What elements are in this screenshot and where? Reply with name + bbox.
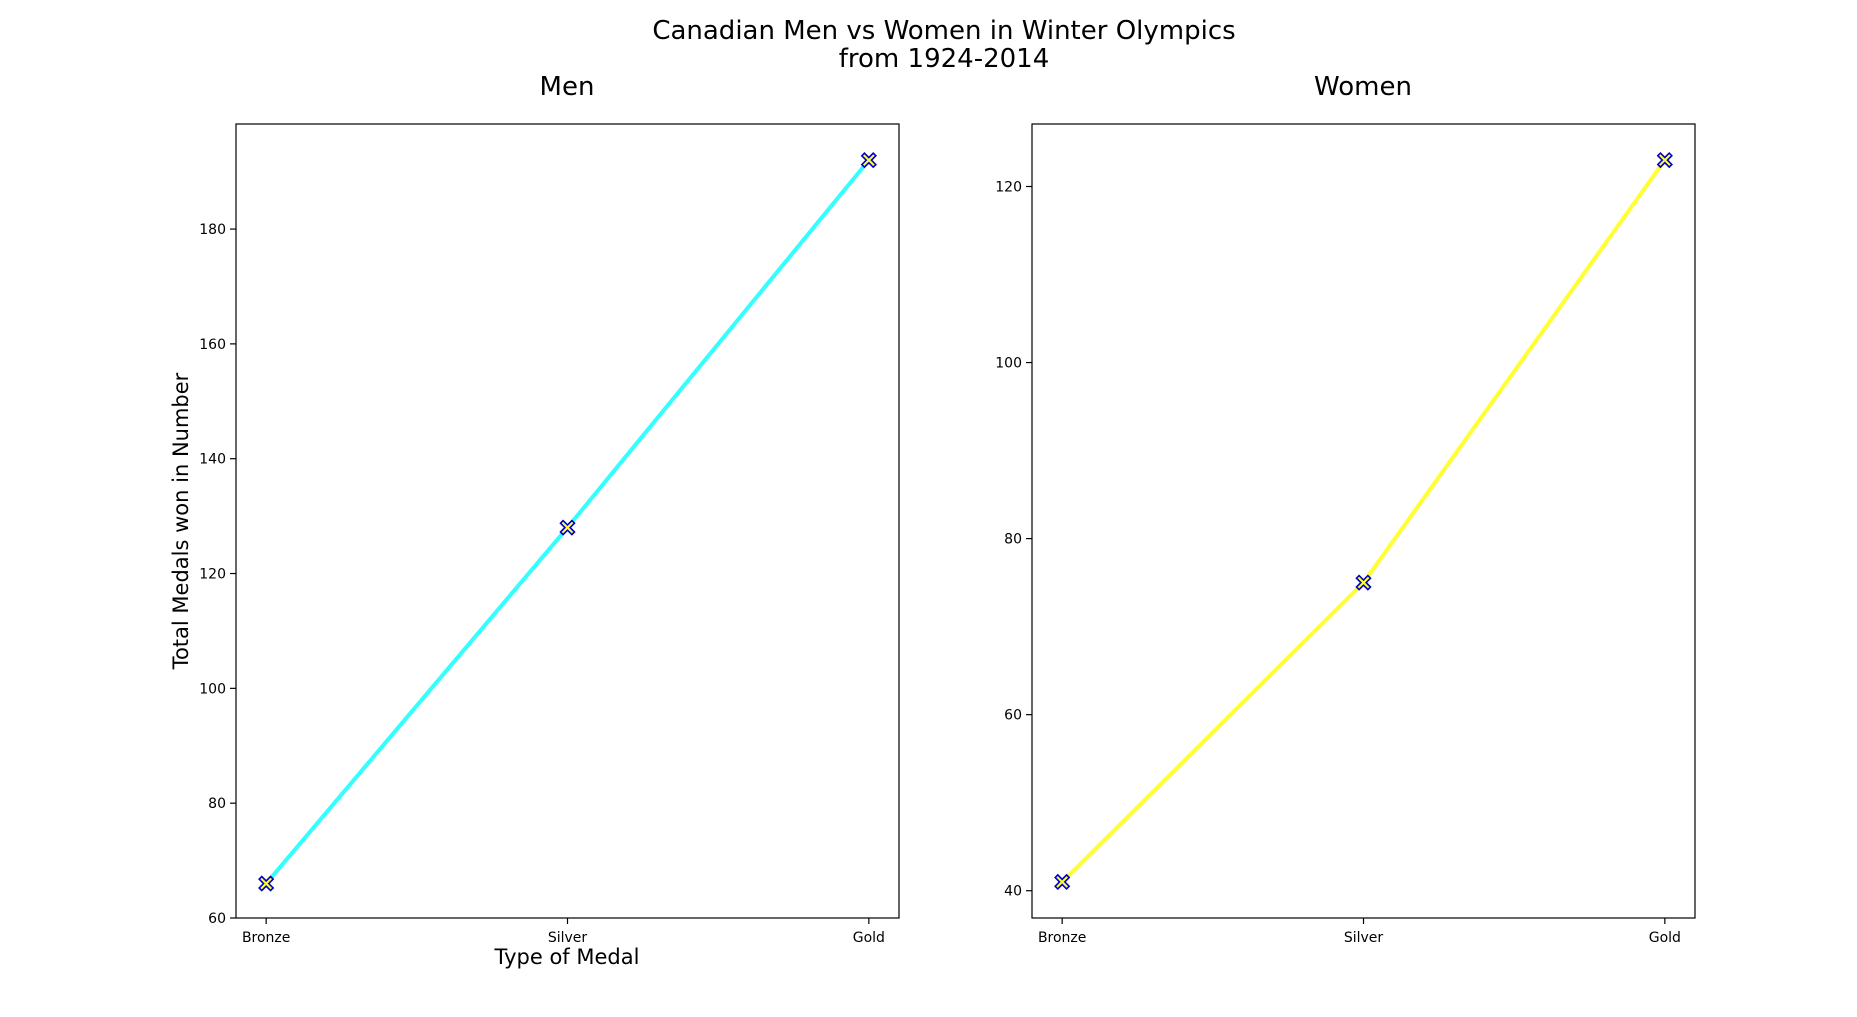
men-y-tick-label: 80 [208,796,226,812]
figure-title-line1: Canadian Men vs Women in Winter Olympics [652,16,1235,46]
women-chart-frame [1031,123,1696,919]
men-x-tick-label: Silver [548,930,588,946]
women-chart-ticks: Bronze Silver Gold 40 60 80 100 120 [995,179,1681,946]
men-y-tick-label: 120 [199,567,226,583]
women-y-tick-label: 60 [1004,708,1022,724]
men-y-tick-label: 160 [199,337,226,353]
men-chart-series [258,152,877,892]
women-chart: Women Bronze Silver Gold 40 60 80 100 120 [995,72,1696,946]
women-chart-series [1054,151,1673,891]
women-data-point [1355,574,1372,591]
men-chart: Men Bronze Silver Gold6080100120140160180 … [169,72,900,969]
men-x-tick-label: Bronze [242,930,290,946]
figure-title-line2: from 1924-2014 [839,44,1050,74]
men-data-point [559,519,576,536]
men-x-tick-label: Gold [853,930,885,946]
men-y-tick-label: 140 [199,452,226,468]
men-chart-title: Men [540,72,595,102]
women-data-point [1054,873,1071,891]
men-chart-x-label: Type of Medal [494,945,640,969]
men-data-point [258,875,275,892]
women-x-tick-label: Gold [1649,930,1681,946]
men-y-tick-label: 180 [199,222,226,238]
men-series-line [264,158,871,885]
men-y-tick-label: 100 [199,681,226,697]
women-y-tick-label: 40 [1004,884,1022,900]
men-y-tick-label: 60 [208,911,226,927]
women-series-line [1060,158,1667,884]
men-chart-ticks: Bronze Silver Gold 60 80 100 120 140 160 180 [199,222,885,946]
men-data-point [860,152,877,169]
men-chart-y-label: Total Medals won in Number [169,372,193,670]
women-chart-title: Women [1314,72,1412,102]
women-data-point [1656,151,1673,169]
women-y-tick-label: 80 [1004,532,1022,548]
women-x-tick-label: Silver [1344,930,1384,946]
women-y-tick-label: 100 [995,356,1022,372]
women-y-tick-label: 120 [995,179,1022,195]
women-x-tick-label: Bronze [1038,930,1086,946]
